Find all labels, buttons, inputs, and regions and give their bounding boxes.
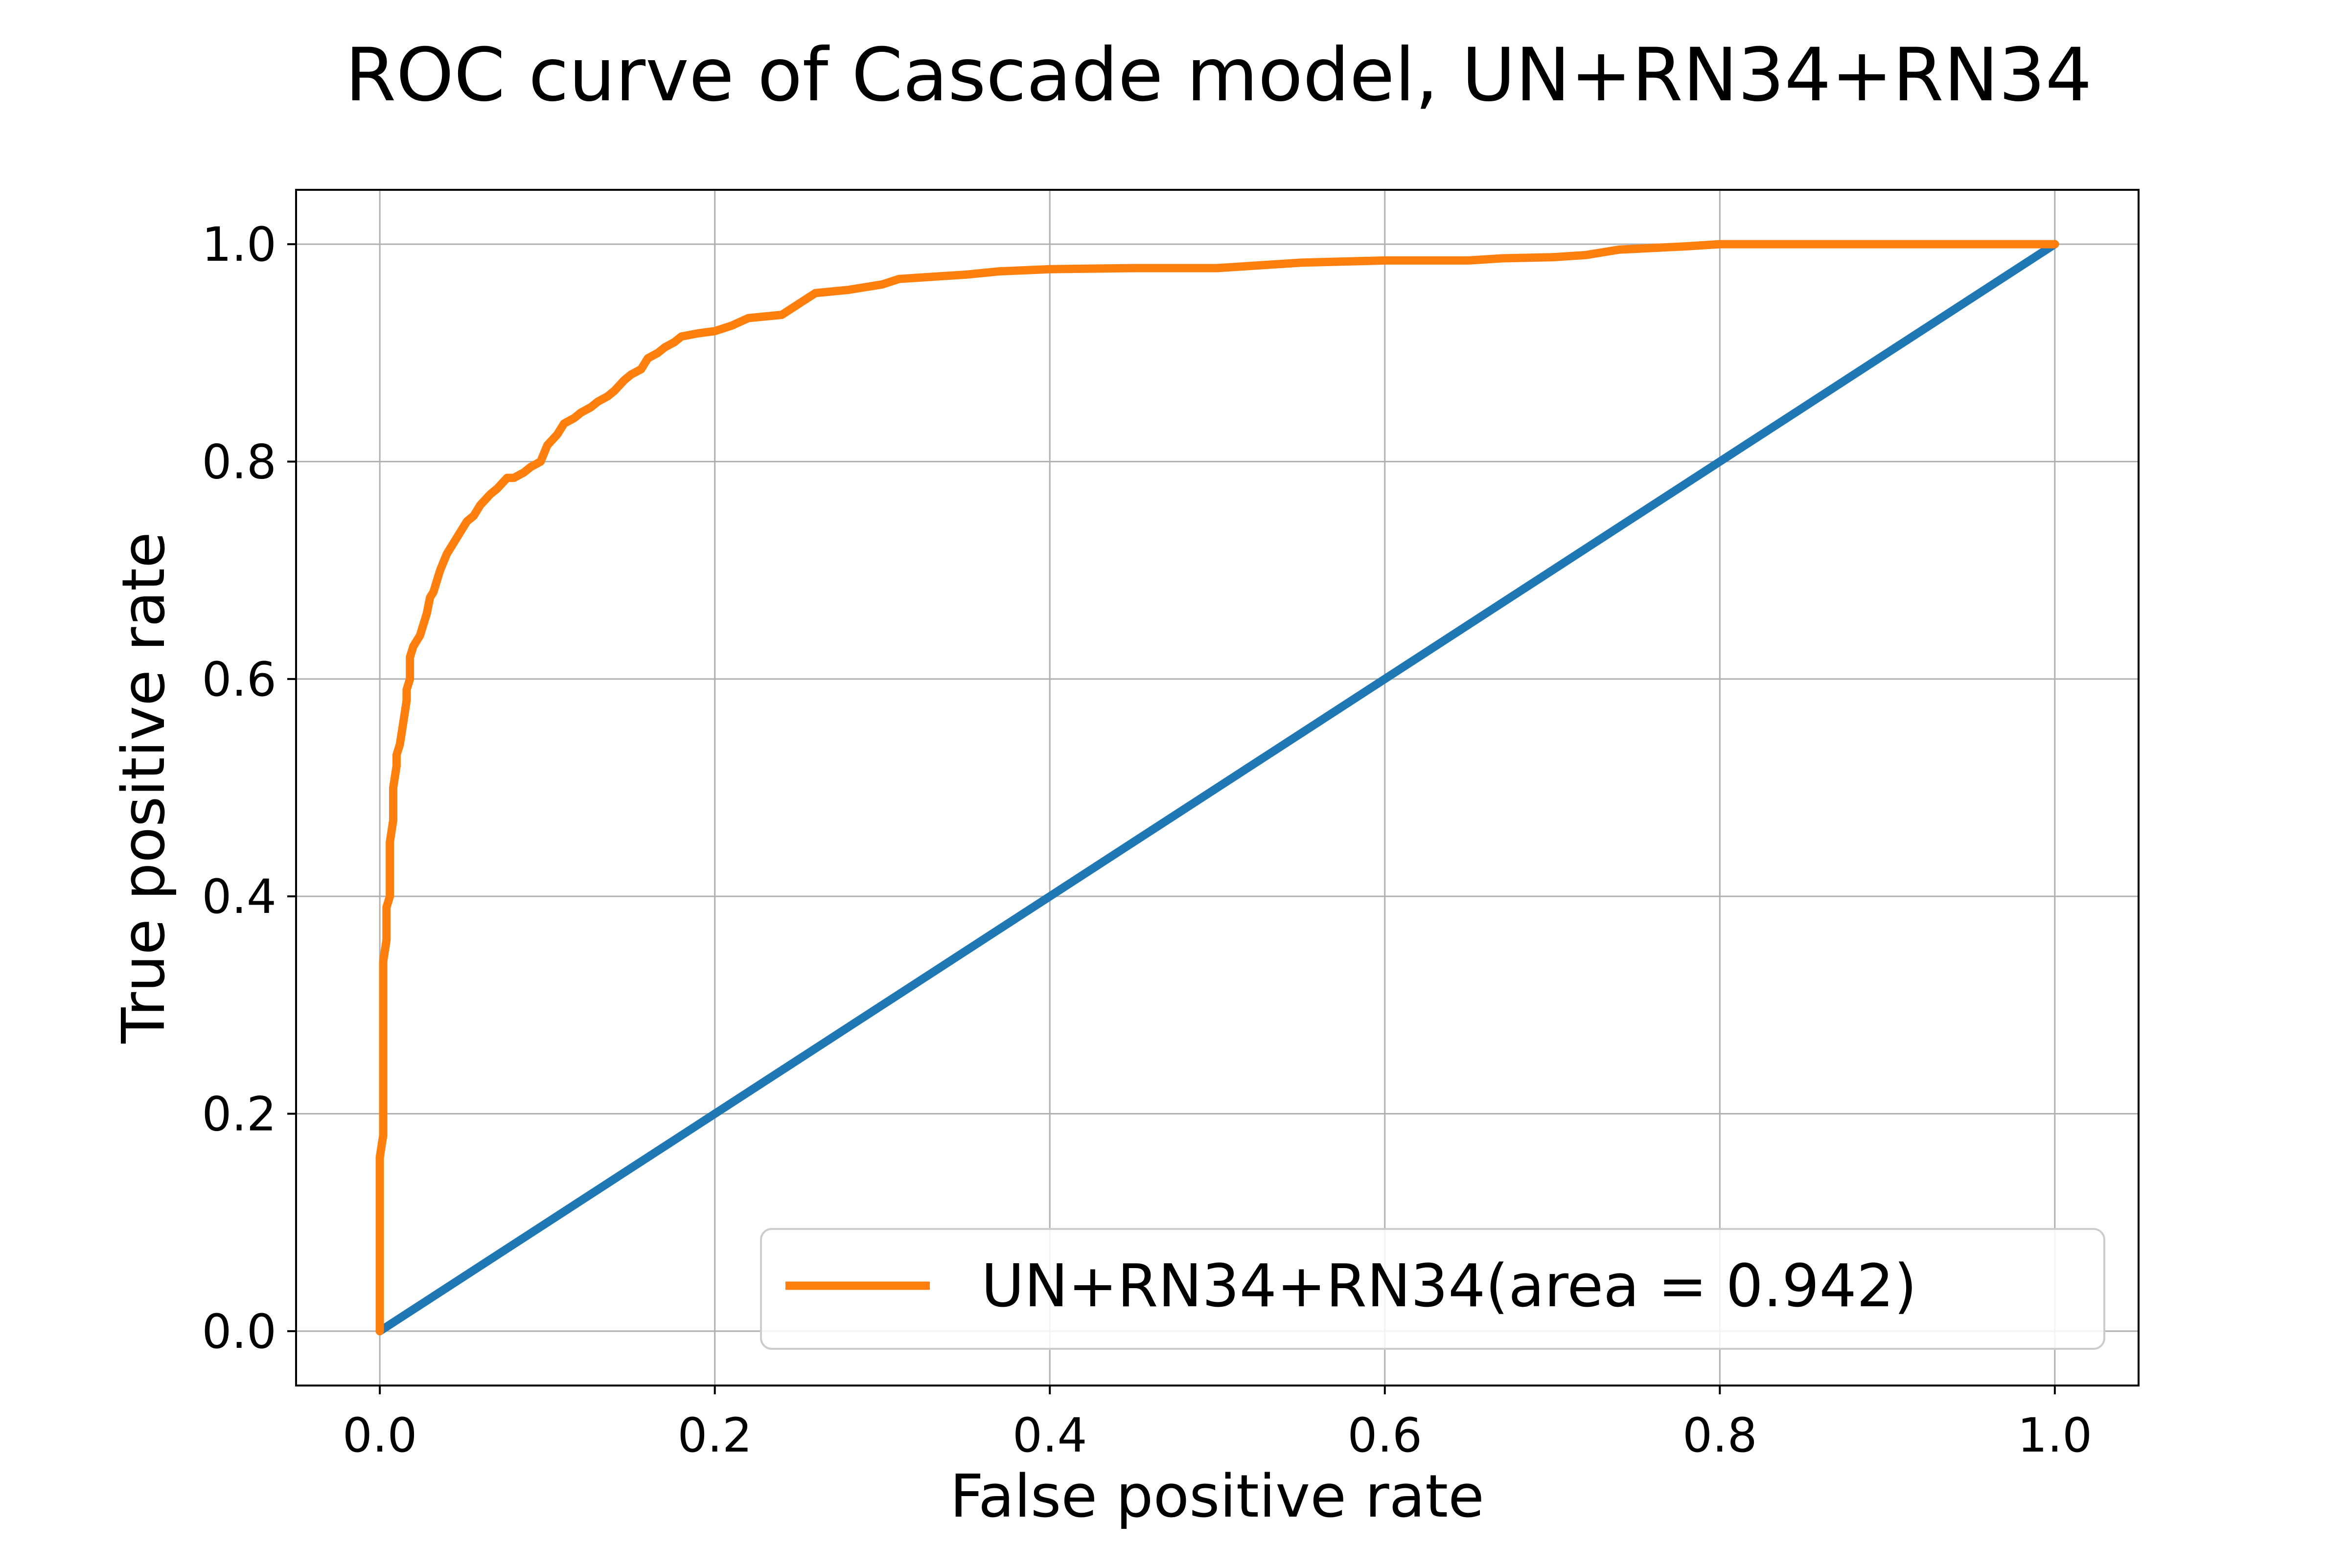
legend: UN+RN34+RN34(area = 0.942)	[760, 1228, 2105, 1350]
ticks: 0.0 0.2 0.4 0.6 0.8 1.0 0.0 0.2 0.4 0.6 0.8 1.0	[202, 217, 2092, 1463]
diagonal-line	[375, 240, 2059, 1336]
legend-label-roc: UN+RN34+RN34(area = 0.942)	[981, 1252, 1917, 1320]
y-tick-label-2: 0.4	[202, 869, 276, 924]
plot-frame	[295, 189, 2140, 1386]
x-tick-label-3: 0.6	[1347, 1408, 1422, 1463]
chart-title: ROC curve of Cascade model, UN+RN34+RN34	[345, 33, 2092, 118]
y-tick-label-4: 0.8	[202, 434, 276, 489]
legend-box	[760, 1228, 2105, 1350]
y-tick-label-5: 1.0	[202, 217, 276, 272]
x-tick-label-1: 0.2	[677, 1408, 752, 1463]
x-tick-label-4: 0.8	[1682, 1408, 1757, 1463]
y-tick-label-0: 0.0	[202, 1304, 276, 1359]
x-axis-label: False positive rate	[950, 1463, 1484, 1531]
y-tick-label-1: 0.2	[202, 1087, 276, 1142]
y-tick-label-3: 0.6	[202, 652, 276, 707]
y-axis-label: True positive rate	[110, 532, 178, 1044]
x-tick-label-2: 0.4	[1013, 1408, 1087, 1463]
x-tick-label-5: 1.0	[2018, 1408, 2093, 1463]
x-tick-label-0: 0.0	[343, 1408, 417, 1463]
series	[375, 240, 2059, 1336]
roc-line	[375, 240, 2059, 1336]
